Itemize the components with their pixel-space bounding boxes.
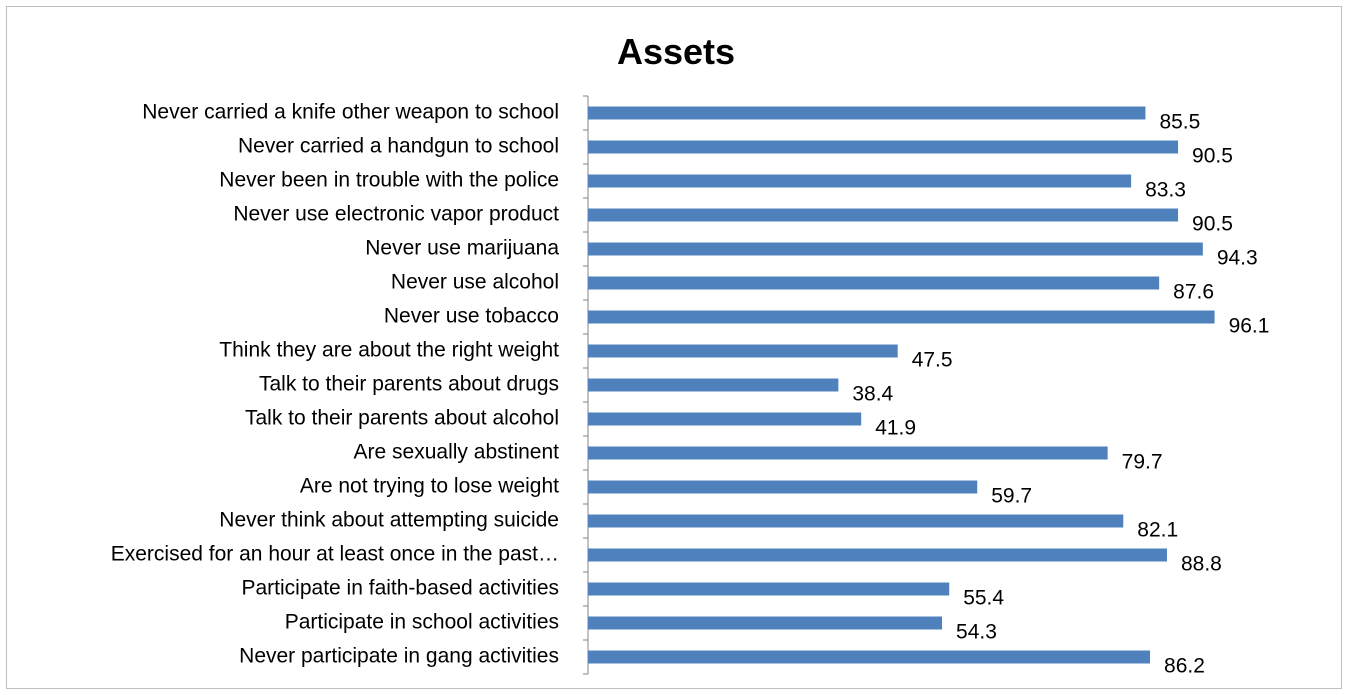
data-label: 55.4 — [963, 587, 1004, 610]
bar — [588, 242, 1203, 256]
category-label: Never think about attempting suicide — [219, 509, 559, 532]
category-label: Never use electronic vapor product — [233, 203, 559, 226]
data-label: 88.8 — [1181, 553, 1222, 576]
category-label: Talk to their parents about alcohol — [245, 407, 559, 430]
bar — [588, 446, 1108, 460]
data-label: 82.1 — [1137, 519, 1178, 542]
data-label: 85.5 — [1159, 111, 1200, 134]
chart-title: Assets — [616, 31, 736, 72]
data-label: 83.3 — [1145, 179, 1186, 202]
bar — [588, 378, 839, 392]
bar — [588, 548, 1167, 562]
data-label: 47.5 — [912, 349, 953, 372]
data-label: 87.6 — [1173, 281, 1214, 304]
data-label: 86.2 — [1164, 655, 1205, 678]
category-label: Participate in school activities — [285, 611, 559, 634]
data-label: 54.3 — [956, 621, 997, 644]
bar — [588, 650, 1151, 664]
category-label: Never carried a handgun to school — [238, 135, 559, 158]
category-label: Exercised for an hour at least once in t… — [111, 543, 559, 566]
category-label: Never use tobacco — [384, 305, 559, 328]
data-label: 38.4 — [852, 383, 893, 406]
data-label: 90.5 — [1192, 213, 1233, 236]
category-label: Are not trying to lose weight — [300, 475, 559, 498]
bar — [588, 276, 1160, 290]
data-label: 90.5 — [1192, 145, 1233, 168]
category-label: Think they are about the right weight — [219, 339, 559, 362]
bar — [588, 140, 1179, 154]
bar — [588, 208, 1179, 222]
data-label: 41.9 — [875, 417, 916, 440]
category-label: Talk to their parents about drugs — [259, 373, 559, 396]
data-label: 59.7 — [991, 485, 1032, 508]
data-label: 79.7 — [1122, 451, 1163, 474]
data-label: 96.1 — [1229, 315, 1270, 338]
category-label: Never carried a knife other weapon to sc… — [142, 101, 559, 124]
bar — [588, 616, 943, 630]
bar — [588, 344, 898, 358]
category-label: Never use marijuana — [365, 237, 559, 260]
bar — [588, 310, 1215, 324]
bar — [588, 514, 1124, 528]
category-label: Are sexually abstinent — [354, 441, 560, 464]
bar — [588, 480, 978, 494]
category-label: Never been in trouble with the police — [219, 169, 559, 192]
data-label: 94.3 — [1217, 247, 1258, 270]
bar — [588, 174, 1132, 188]
category-label: Never participate in gang activities — [239, 645, 559, 668]
bar — [588, 106, 1146, 120]
category-label: Never use alcohol — [391, 271, 559, 294]
bar — [588, 412, 862, 426]
bar — [588, 582, 950, 596]
category-label: Participate in faith-based activities — [242, 577, 560, 600]
